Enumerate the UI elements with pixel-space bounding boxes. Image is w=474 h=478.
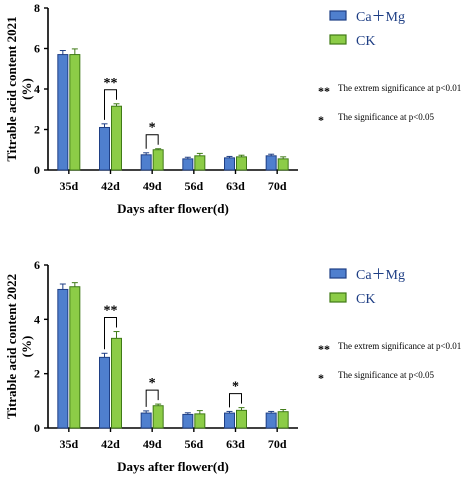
- x-tick-label: 70d: [268, 437, 287, 451]
- note-mark: *: [318, 113, 324, 127]
- y-tick-label: 4: [34, 312, 40, 326]
- significance-bracket: [104, 89, 117, 120]
- x-tick-label: 56d: [184, 437, 203, 451]
- x-tick-label: 56d: [184, 179, 203, 193]
- y-tick-label: 8: [34, 1, 40, 15]
- x-tick-label: 42d: [101, 179, 120, 193]
- x-tick-label: 63d: [226, 437, 245, 451]
- significance-mark: *: [232, 380, 239, 395]
- y-axis-title: Titrable acid content 2021: [4, 16, 19, 161]
- x-tick-label: 63d: [226, 179, 245, 193]
- bar-ck-63d: [236, 156, 247, 171]
- y-axis-unit: (%): [19, 78, 34, 100]
- significance-bracket: [145, 389, 159, 407]
- y-tick-label: 0: [34, 421, 40, 435]
- note-text: The extrem significance at p<0.01: [338, 83, 461, 93]
- bar-ca-mg-35d: [57, 288, 69, 429]
- y-tick-label: 6: [34, 42, 40, 56]
- legend: Ca＋Mg CK: [329, 268, 405, 307]
- bar-ca-mg-49d: [140, 412, 152, 429]
- significance-mark: *: [149, 121, 156, 136]
- x-tick-label: 49d: [143, 179, 162, 193]
- significance-bracket: [104, 317, 117, 350]
- bar-ck-42d: [111, 337, 122, 429]
- bar-ck-56d: [194, 413, 206, 429]
- bar-ca-mg-42d: [99, 356, 110, 429]
- note-mark: *: [318, 371, 324, 385]
- legend-swatch-ca-mg: [329, 268, 347, 279]
- y-tick-label: 6: [34, 258, 40, 272]
- legend-swatch-ck: [329, 292, 347, 303]
- note-mark: **: [318, 84, 330, 98]
- legend-swatch-ca-mg: [329, 10, 347, 21]
- x-tick-label: 35d: [59, 179, 78, 193]
- significance-mark: **: [104, 304, 118, 319]
- x-axis-title: Days after flower(d): [117, 459, 229, 474]
- legend: Ca＋Mg CK: [329, 10, 405, 49]
- legend-label-ck: CK: [356, 292, 375, 307]
- bar-ca-mg-49d: [140, 154, 152, 171]
- y-tick-label: 2: [34, 123, 40, 137]
- bar-ck-42d: [111, 105, 122, 171]
- x-axis-title: Days after flower(d): [117, 201, 229, 216]
- x-tick-label: 70d: [268, 179, 287, 193]
- bar-ca-mg-35d: [57, 54, 69, 171]
- significance-mark: **: [104, 76, 118, 91]
- bar-ca-mg-63d: [224, 157, 235, 171]
- x-tick-label: 42d: [101, 437, 120, 451]
- x-tick-label: 49d: [143, 437, 162, 451]
- bar-ck-70d: [277, 158, 289, 171]
- bar-ca-mg-63d: [224, 412, 235, 429]
- significance-bracket: [145, 134, 159, 149]
- bar-ck-63d: [236, 409, 247, 429]
- y-tick-label: 4: [34, 82, 40, 96]
- y-axis-title: Titrable acid content 2022: [4, 274, 19, 419]
- note-text: The significance at p<0.05: [338, 112, 435, 122]
- legend-label-ck: CK: [356, 34, 375, 49]
- note-text: The significance at p<0.05: [338, 370, 435, 380]
- bar-ca-mg-70d: [265, 412, 277, 429]
- legend-swatch-ck: [329, 34, 347, 45]
- bar-ca-mg-70d: [265, 155, 277, 171]
- bar-ck-49d: [152, 149, 164, 171]
- significance-mark: *: [149, 376, 156, 391]
- bar-ca-mg-56d: [182, 158, 194, 171]
- bar-ck-49d: [152, 405, 164, 429]
- significance-bracket: [229, 393, 242, 408]
- x-tick-label: 35d: [59, 437, 78, 451]
- bar-ck-56d: [194, 155, 206, 171]
- bar-ck-35d: [69, 286, 81, 429]
- bar-ck-35d: [69, 54, 81, 171]
- note-text: The extrem significance at p<0.01: [338, 341, 461, 351]
- legend-label-ca-mg: Ca＋Mg: [356, 268, 405, 283]
- y-tick-label: 2: [34, 367, 40, 381]
- y-axis-unit: (%): [19, 336, 34, 358]
- legend-label-ca-mg: Ca＋Mg: [356, 10, 405, 25]
- bar-ca-mg-56d: [182, 413, 194, 429]
- y-tick-label: 0: [34, 163, 40, 177]
- note-mark: **: [318, 342, 330, 356]
- bar-ca-mg-42d: [99, 126, 110, 171]
- bar-ck-70d: [277, 411, 289, 429]
